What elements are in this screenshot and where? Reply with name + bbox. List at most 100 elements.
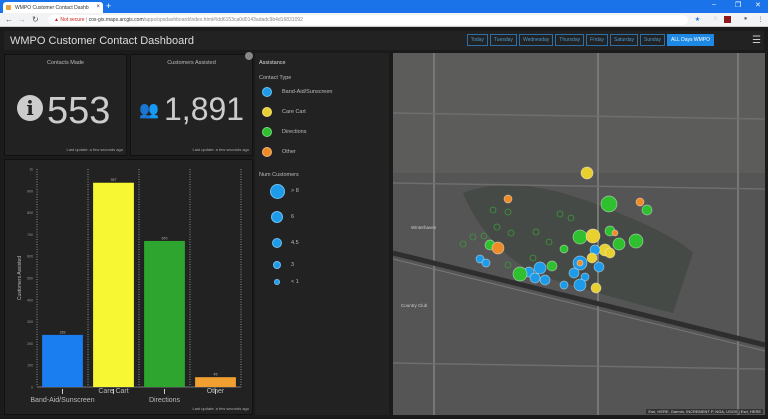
y-tick-label: 1k bbox=[29, 168, 33, 172]
map-road bbox=[393, 182, 765, 190]
legend-size-icon bbox=[274, 279, 280, 285]
map-point-care-cart bbox=[585, 228, 601, 244]
map-point-hollow bbox=[556, 210, 564, 218]
day-button-today[interactable]: Today bbox=[466, 34, 488, 46]
bar-other bbox=[195, 377, 236, 387]
map-point-band-aid bbox=[559, 280, 569, 290]
y-tick-label: 300 bbox=[27, 320, 33, 324]
forward-icon[interactable]: → bbox=[18, 15, 26, 24]
y-tick-label: 500 bbox=[27, 277, 33, 281]
last-update: Last update: a few seconds ago bbox=[192, 406, 249, 411]
back-icon[interactable]: ← bbox=[5, 15, 13, 24]
map-view[interactable]: Winterhaven Country Club Esri, HERE, Gar… bbox=[393, 53, 765, 415]
data-label: 45 bbox=[214, 373, 218, 377]
minimize-icon[interactable]: – bbox=[712, 1, 716, 8]
legend-item-label: Care Cart bbox=[282, 109, 306, 115]
bookmark-star-icon[interactable]: ★ bbox=[694, 17, 701, 23]
map-point-care-cart bbox=[580, 166, 594, 180]
extension-pdf-icon[interactable] bbox=[724, 16, 731, 23]
close-window-icon[interactable]: ✕ bbox=[755, 2, 761, 9]
last-update: Last update: a few seconds ago bbox=[66, 147, 123, 152]
map-point-band-aid bbox=[568, 267, 580, 279]
legend-size-label: 4.5 bbox=[291, 240, 299, 246]
x-tick-label: Care Cart bbox=[98, 388, 128, 395]
browser-tab[interactable]: WMPO Customer Contact Dashb × bbox=[3, 2, 103, 13]
bar-care-cart bbox=[93, 182, 134, 387]
customers-assisted-card: Customers Assisted 👥 1,891 Last update: … bbox=[130, 54, 253, 156]
bar-band-aid-sunscreen bbox=[42, 334, 83, 387]
map-point-directions bbox=[628, 233, 644, 249]
map-point-hollow bbox=[545, 238, 553, 246]
bar-directions bbox=[144, 240, 185, 387]
url-field[interactable]: ▲ Not secure | cos-gis.maps.arcgis.com/a… bbox=[48, 15, 688, 25]
profile-icon[interactable]: ● bbox=[743, 16, 748, 22]
x-tick-label: Directions bbox=[149, 397, 181, 404]
y-tick-label: 100 bbox=[27, 364, 33, 368]
extension-icon[interactable]: ◌ bbox=[713, 16, 718, 22]
map-point-hollow bbox=[529, 254, 537, 262]
y-tick-label: 800 bbox=[27, 211, 33, 215]
map-point-hollow bbox=[489, 206, 497, 214]
map-point-directions bbox=[512, 266, 528, 282]
map-point-other bbox=[491, 241, 505, 255]
legend-title: Assistance bbox=[259, 60, 286, 66]
map-point-hollow bbox=[504, 261, 512, 269]
map-point-other bbox=[611, 229, 619, 237]
last-update: Last update: a few seconds ago bbox=[192, 147, 249, 152]
legend-swatch-icon bbox=[262, 107, 272, 117]
legend-size-icon bbox=[273, 261, 281, 269]
warning-icon: ▲ bbox=[54, 17, 61, 23]
restore-icon[interactable]: ❐ bbox=[735, 2, 742, 9]
map-point-other bbox=[635, 197, 645, 207]
legend-size-label: 3 bbox=[291, 262, 295, 268]
map-point-hollow bbox=[532, 228, 540, 236]
map-point-band-aid bbox=[573, 278, 587, 292]
reload-icon[interactable]: ↻ bbox=[32, 15, 39, 24]
y-tick-label: 900 bbox=[27, 189, 33, 193]
new-tab-button[interactable]: + bbox=[106, 1, 112, 11]
day-button-wednesday[interactable]: Wednesday bbox=[518, 34, 554, 46]
url-host: cos-gis.maps.arcgis.com bbox=[88, 17, 144, 23]
map-point-hollow bbox=[459, 240, 467, 248]
browser-tab-bar bbox=[0, 0, 768, 13]
data-label: 239 bbox=[60, 330, 66, 334]
data-label: 937 bbox=[111, 178, 117, 182]
day-button-saturday[interactable]: Saturday bbox=[610, 34, 639, 46]
legend-panel: Assistance Contact Type Band-Aid/Sunscre… bbox=[255, 53, 389, 415]
page-title: WMPO Customer Contact Dashboard bbox=[10, 35, 195, 47]
map-place-label: Country Club bbox=[401, 303, 428, 308]
hamburger-menu-icon[interactable]: ☰ bbox=[752, 35, 761, 46]
x-tick-label: Other bbox=[207, 388, 225, 395]
map-point-band-aid bbox=[481, 258, 491, 268]
day-button-friday[interactable]: Friday bbox=[586, 34, 609, 46]
map-highway bbox=[393, 250, 765, 348]
map-point-band-aid bbox=[593, 261, 605, 273]
y-tick-label: 600 bbox=[27, 255, 33, 259]
day-button-sunday[interactable]: Sunday bbox=[640, 34, 665, 46]
x-tick-label: Band-Aid/Sunscreen bbox=[30, 397, 94, 404]
group-people-icon: 👥 bbox=[139, 102, 159, 119]
close-tab-icon[interactable]: × bbox=[96, 4, 100, 10]
day-button-thursday[interactable]: Thursday bbox=[555, 34, 585, 46]
y-axis-label: Customers Assisted bbox=[17, 256, 23, 300]
map-point-hollow bbox=[507, 229, 515, 237]
map-point-directions bbox=[559, 244, 569, 254]
contact-type-heading: Contact Type bbox=[259, 75, 292, 81]
day-button-tuesday[interactable]: Tuesday bbox=[489, 34, 517, 46]
map-point-band-aid bbox=[475, 254, 485, 264]
legend-swatch-icon bbox=[262, 147, 272, 157]
legend-size-icon bbox=[271, 211, 283, 223]
map-road bbox=[393, 362, 765, 370]
panel-move-icon[interactable] bbox=[245, 52, 253, 60]
legend-size-label: 6 bbox=[291, 214, 295, 220]
bar-chart: 0 100 200 300 400 500 600 700 800 900 1k Customers … bbox=[17, 168, 242, 404]
map-park bbox=[463, 185, 693, 313]
legend-size-icon bbox=[269, 183, 285, 199]
tab-title: WMPO Customer Contact Dashb bbox=[15, 5, 89, 11]
map-point-hollow bbox=[493, 223, 501, 231]
map-point-care-cart bbox=[604, 247, 616, 259]
url-path: /apps/opsdashboard/index.html#/dd6153ca0… bbox=[143, 17, 303, 23]
map-canvas[interactable] bbox=[393, 53, 765, 415]
browser-menu-icon[interactable]: ⋮ bbox=[757, 17, 764, 23]
day-button-all-days-wmpo[interactable]: ALL Days WMPO bbox=[667, 34, 714, 46]
